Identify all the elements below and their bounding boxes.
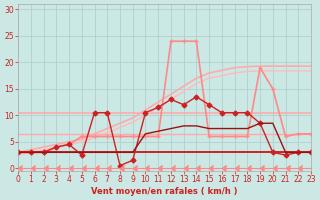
X-axis label: Vent moyen/en rafales ( km/h ): Vent moyen/en rafales ( km/h ) xyxy=(91,187,238,196)
